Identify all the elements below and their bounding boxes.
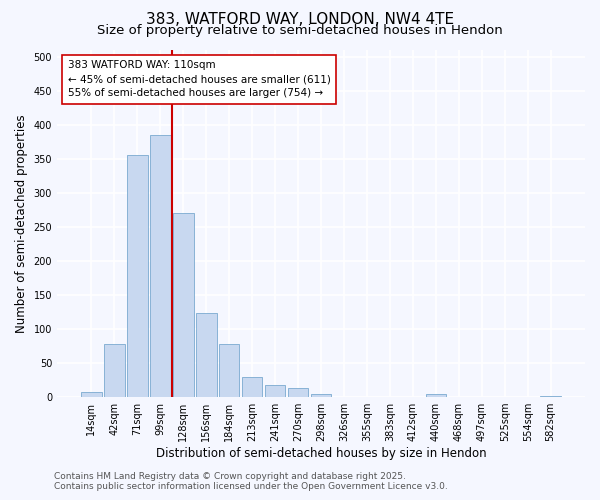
Bar (265, 385, 286, 397)
Bar (311, 394, 331, 397)
Bar (81, 392, 102, 397)
Text: Contains HM Land Registry data © Crown copyright and database right 2025.
Contai: Contains HM Land Registry data © Crown c… (54, 472, 448, 491)
Bar (104, 344, 125, 397)
Bar (196, 314, 217, 397)
Text: Size of property relative to semi-detached houses in Hendon: Size of property relative to semi-detach… (97, 24, 503, 37)
Bar (242, 376, 262, 397)
Bar (425, 394, 446, 397)
Bar (150, 135, 170, 397)
Bar (219, 344, 239, 397)
Bar (127, 156, 148, 397)
Text: 383 WATFORD WAY: 110sqm
← 45% of semi-detached houses are smaller (611)
55% of s: 383 WATFORD WAY: 110sqm ← 45% of semi-de… (68, 60, 331, 98)
Bar (173, 214, 194, 397)
Bar (541, 396, 561, 397)
Y-axis label: Number of semi-detached properties: Number of semi-detached properties (15, 114, 28, 333)
X-axis label: Distribution of semi-detached houses by size in Hendon: Distribution of semi-detached houses by … (156, 447, 487, 460)
Bar (288, 388, 308, 397)
Text: 383, WATFORD WAY, LONDON, NW4 4TE: 383, WATFORD WAY, LONDON, NW4 4TE (146, 12, 454, 28)
